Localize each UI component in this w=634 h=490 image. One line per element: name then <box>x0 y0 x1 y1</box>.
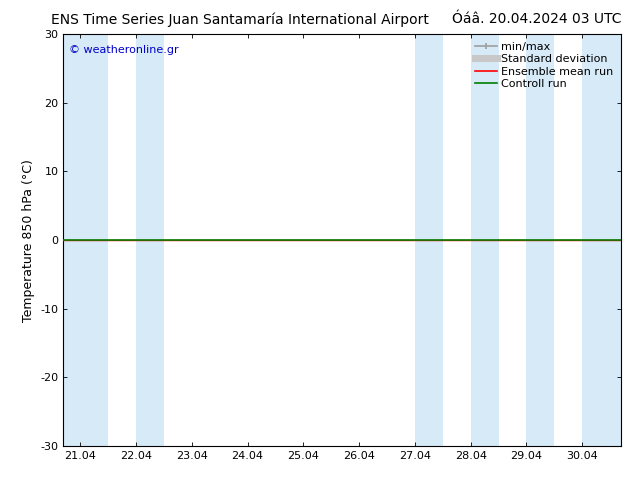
Bar <box>136 34 164 446</box>
Y-axis label: Temperature 850 hPa (°C): Temperature 850 hPa (°C) <box>22 159 35 321</box>
Bar <box>63 34 108 446</box>
Text: © weatheronline.gr: © weatheronline.gr <box>69 45 179 54</box>
Bar <box>415 34 443 446</box>
Text: Óáâ. 20.04.2024 03 UTC: Óáâ. 20.04.2024 03 UTC <box>452 12 621 26</box>
Legend: min/max, Standard deviation, Ensemble mean run, Controll run: min/max, Standard deviation, Ensemble me… <box>472 40 616 91</box>
Bar <box>582 34 621 446</box>
Text: ENS Time Series Juan Santamaría International Airport: ENS Time Series Juan Santamaría Internat… <box>51 12 429 27</box>
Bar <box>470 34 498 446</box>
Bar <box>526 34 554 446</box>
